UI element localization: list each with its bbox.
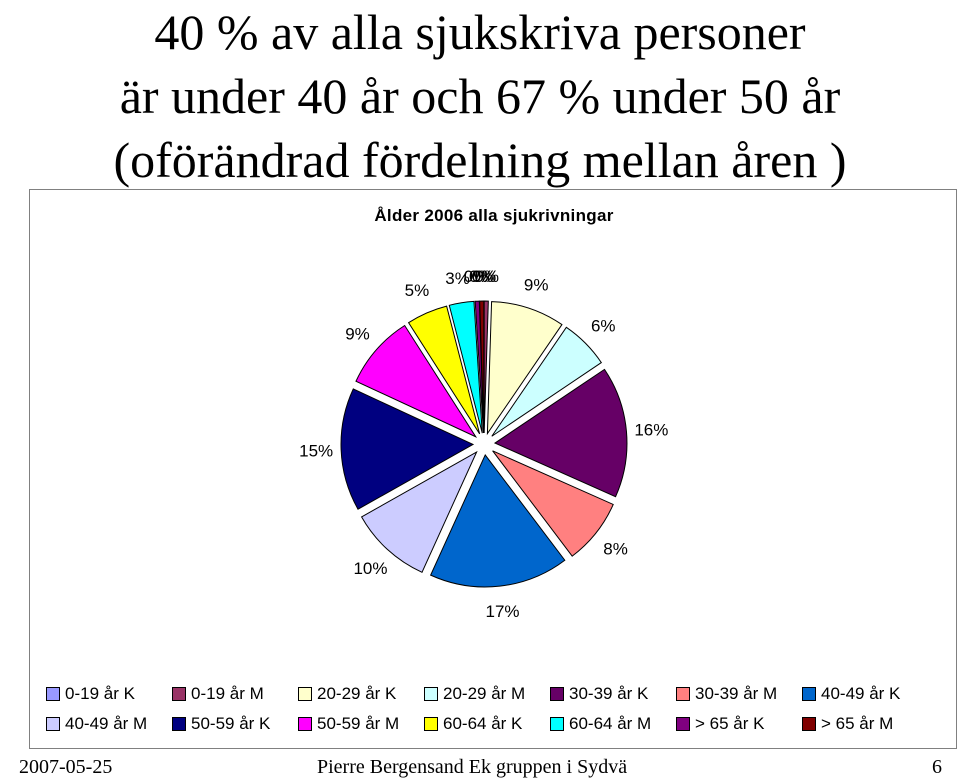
pie-chart: 0%0% 9%6%16%8%17%10%15%9%5%3%0%0% — [299, 267, 668, 621]
data-label-50-59-r-m: 9% — [345, 324, 370, 343]
legend-swatch — [550, 717, 564, 731]
data-label-0-19-r-m: 0% — [474, 267, 499, 286]
legend-label: 60-64 år M — [569, 714, 652, 733]
pie-slice-60-64-r-k — [407, 305, 481, 435]
legend-item-40-49-r-m: 40-49 år M — [46, 714, 172, 734]
legend-item-65-r-k: > 65 år K — [676, 714, 802, 734]
legend-label: 50-59 år M — [317, 714, 400, 733]
pie-slice-30-39-r-k — [493, 368, 628, 498]
legend-label: 30-39 år K — [569, 684, 649, 703]
data-label-50-59-r-k: 15% — [299, 442, 333, 461]
legend-swatch — [172, 717, 186, 731]
legend-swatch — [298, 717, 312, 731]
legend-label: 0-19 år M — [191, 684, 264, 703]
chart-title: Ålder 2006 alla sjukrivningar — [374, 206, 614, 225]
data-label-40-49-r-m: 10% — [353, 559, 387, 578]
legend-label: > 65 år K — [695, 714, 765, 733]
slide-title-line: 40 % av alla sjukskriva personer — [154, 4, 806, 60]
legend-label: 50-59 år K — [191, 714, 271, 733]
legend-item-60-64-r-k: 60-64 år K — [424, 714, 550, 734]
legend-swatch — [802, 687, 816, 701]
data-label-65-r-k: 0% — [464, 267, 489, 286]
pie-slice-65-r-m — [479, 300, 485, 434]
legend-label: 40-49 år K — [821, 684, 901, 703]
legend-swatch — [424, 717, 438, 731]
legend-label: 30-39 år M — [695, 684, 778, 703]
legend-label: 40-49 år M — [65, 714, 148, 733]
legend-label: 0-19 år K — [65, 684, 135, 703]
pie-slice-50-59-r-m — [355, 324, 478, 438]
legend-label: 20-29 år K — [317, 684, 397, 703]
pie-slice-20-29-r-m — [491, 326, 603, 437]
legend-item-20-29-r-k: 20-29 år K — [298, 684, 424, 704]
legend-item-50-59-r-m: 50-59 år M — [298, 714, 424, 734]
footer-date: 2007-05-25 — [19, 756, 113, 778]
legend-swatch — [802, 717, 816, 731]
data-label-20-29-r-m: 6% — [591, 317, 616, 336]
pie-slice-50-59-r-k — [340, 388, 475, 510]
legend-swatch — [298, 687, 312, 701]
legend-swatch — [550, 687, 564, 701]
legend-swatch — [676, 717, 690, 731]
legend-item-60-64-r-m: 60-64 år M — [550, 714, 676, 734]
legend-label: > 65 år M — [821, 714, 894, 733]
chart-legend: 0-19 år K 0-19 år M 20-29 år K 20-29 år M 30… — [46, 684, 946, 734]
legend-swatch — [172, 687, 186, 701]
page-number: 6 — [932, 756, 942, 778]
data-label-40-49-r-k: 17% — [486, 602, 520, 621]
legend-item-40-49-r-k: 40-49 år K — [802, 684, 928, 704]
pie-slice-60-64-r-m — [448, 300, 483, 434]
data-label-0-19-r-k: 0% — [472, 267, 497, 286]
legend-item-0-19-r-m: 0-19 år M — [172, 684, 298, 704]
slide-footer: 2007-05-25 Pierre Bergensand Ek gruppen … — [0, 752, 960, 779]
data-label-60-64-r-k: 5% — [405, 281, 430, 300]
footer-author: Pierre Bergensand Ek gruppen i Sydvä — [317, 756, 628, 778]
pie-slice-20-29-r-k — [486, 301, 563, 436]
data-label-20-29-r-k: 9% — [524, 275, 549, 294]
legend-item-50-59-r-k: 50-59 år K — [172, 714, 298, 734]
legend-swatch — [46, 717, 60, 731]
legend-label: 20-29 år M — [443, 684, 526, 703]
pie-slice-40-49-r-m — [360, 450, 478, 573]
pie-slice-30-39-r-m — [492, 450, 614, 557]
data-label-65-r-m: 0% — [469, 267, 494, 286]
pie-slice-40-49-r-k — [429, 453, 566, 588]
legend-item-30-39-r-m: 30-39 år M — [676, 684, 802, 704]
slide-title-line: (oförändrad fördelning mellan åren ) — [113, 132, 847, 188]
slide-title: 40 % av alla sjukskriva personer är unde… — [0, 0, 960, 192]
legend-swatch — [676, 687, 690, 701]
legend-label: 60-64 år K — [443, 714, 523, 733]
chart-area: Ålder 2006 alla sjukrivningar 0% 0% 9% 6% 16… — [29, 189, 957, 749]
legend-item-30-39-r-k: 30-39 år K — [550, 684, 676, 704]
data-label-30-39-r-m: 8% — [603, 539, 628, 558]
slide-title-line: är under 40 år och 67 % under 50 år — [119, 68, 841, 124]
data-label-30-39-r-k: 16% — [634, 420, 668, 439]
legend-item-20-29-r-m: 20-29 år M — [424, 684, 550, 704]
legend-swatch — [424, 687, 438, 701]
legend-item-0-19-r-k: 0-19 år K — [46, 684, 172, 704]
data-label-60-64-r-m: 3% — [445, 269, 470, 288]
legend-swatch — [46, 687, 60, 701]
legend-item-65-r-m: > 65 år M — [802, 714, 928, 734]
